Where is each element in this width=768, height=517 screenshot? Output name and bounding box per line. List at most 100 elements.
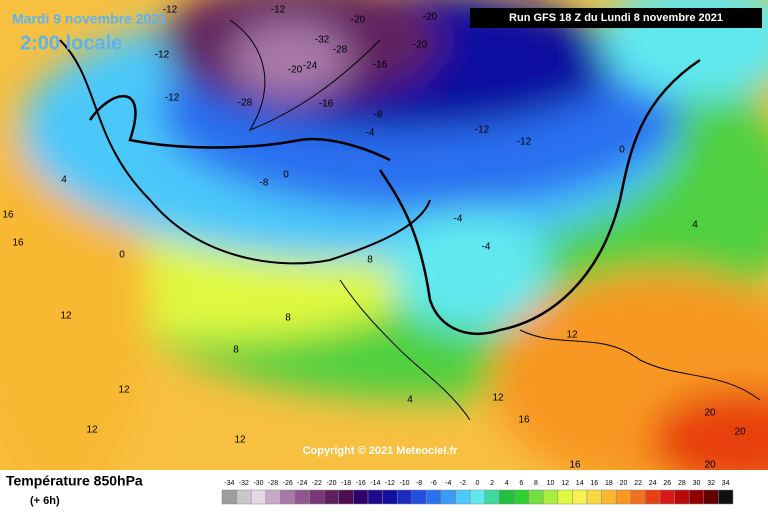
legend-tick-label: 32 (707, 480, 715, 487)
contour-label: 4 (692, 220, 698, 231)
legend-tick-label: -6 (431, 480, 437, 487)
contour-label: -12 (271, 5, 286, 16)
legend-swatch (294, 489, 310, 505)
contour-label: 16 (569, 460, 581, 471)
contour-label: 0 (119, 250, 125, 261)
footer-title: Température 850hPa (6, 473, 143, 489)
legend-swatch (382, 489, 398, 505)
legend-tick-label: -10 (399, 480, 409, 487)
legend-swatch (367, 489, 383, 505)
contour-label: -28 (333, 45, 348, 56)
legend-tick-label: 8 (534, 480, 538, 487)
legend-swatch (499, 489, 515, 505)
legend-swatch (353, 489, 369, 505)
legend-swatch (338, 489, 354, 505)
contour-label: -8 (260, 178, 269, 189)
legend-tick-label: 2 (490, 480, 494, 487)
color-legend: -34 -32 -30 -28 -26 -24 -22 -20 -18 -16 -14 -12 -10-… (221, 480, 734, 505)
legend-tick-label: -28 (268, 480, 278, 487)
contour-label: 16 (2, 210, 14, 221)
legend-tick-label: -32 (239, 480, 249, 487)
legend-swatch (221, 489, 237, 505)
legend-tick-label: 0 (476, 480, 480, 487)
contour-label: 12 (118, 385, 130, 396)
contour-label: 8 (367, 255, 373, 266)
legend-swatch (572, 489, 588, 505)
contour-label: 0 (619, 145, 625, 156)
contour-label: 0 (283, 170, 289, 181)
contour-label: 12 (86, 425, 98, 436)
legend-swatch (513, 489, 529, 505)
contour-label: 8 (285, 313, 291, 324)
contour-label: 12 (566, 330, 578, 341)
copyright: Copyright © 2021 Meteociel.fr (303, 445, 459, 457)
contour-label: 4 (61, 175, 67, 186)
run: Run GFS 18 Z du Lundi 8 novembre 2021 (509, 12, 723, 24)
contour-label: -4 (366, 128, 375, 139)
contour-label: 16 (12, 238, 24, 249)
contour-label: -20 (423, 12, 438, 23)
contour-label: 16 (518, 415, 530, 426)
contour-label: 12 (60, 311, 72, 322)
legend-swatch (542, 489, 559, 505)
contour-label: 12 (234, 435, 246, 446)
contour-label: -4 (482, 242, 491, 253)
legend-swatch (396, 489, 413, 505)
contour-label: -20 (351, 15, 366, 26)
contour-label: -16 (373, 60, 388, 71)
legend-tick-label: -34 (224, 480, 234, 487)
legend-tick-label: 10 (547, 480, 555, 487)
legend-tick-label: 4 (505, 480, 509, 487)
contour-label: -20 (288, 65, 303, 76)
legend-swatch (586, 489, 602, 505)
contour-labels: -12 -12-20 -20-12-32-28-20 -24 -16-20-12 -28-… (2, 5, 746, 471)
legend-swatch (455, 489, 471, 505)
legend-swatch (703, 489, 719, 505)
contour-label: -32 (315, 35, 330, 46)
legend-tick-label: -2 (460, 480, 466, 487)
contour-label: 20 (704, 460, 716, 471)
legend-swatch (280, 489, 296, 505)
legend-tick-label: -14 (370, 480, 380, 487)
legend-tick-label: -22 (312, 480, 322, 487)
contour-label: -28 (238, 98, 253, 109)
legend-tick-label: -4 (445, 480, 451, 487)
date: Mardi 9 novembre 2021 (12, 11, 167, 27)
contour-label: -12 (155, 50, 170, 61)
legend-tick-label: 20 (620, 480, 628, 487)
legend-swatch (426, 489, 442, 505)
legend-swatch (440, 489, 456, 505)
contour-label: 12 (492, 393, 504, 404)
legend-swatch (630, 489, 646, 505)
legend-swatch (265, 489, 281, 505)
contour-label: 20 (734, 427, 746, 438)
legend-tick-label: 34 (722, 480, 730, 487)
contour-label: -12 (475, 125, 490, 136)
legend-swatch (557, 489, 573, 505)
legend-tick-label: 16 (590, 480, 598, 487)
legend-tick-label: -12 (385, 480, 395, 487)
footer-subtitle: (+ 6h) (30, 495, 60, 507)
contour-label: -8 (374, 110, 383, 121)
legend-tick-label: 6 (519, 480, 523, 487)
legend-tick-label: -26 (283, 480, 293, 487)
contour-label: 20 (704, 408, 716, 419)
legend-tick-label: -24 (297, 480, 307, 487)
legend-tick-label: 26 (663, 480, 671, 487)
contour-label: -12 (165, 93, 180, 104)
map: -12 -12-20 -20-12-32-28-20 -24 -16-20-12 -28-… (0, 0, 768, 471)
legend-tick-label: 22 (634, 480, 642, 487)
legend-swatch (601, 489, 617, 505)
time: 2:00 locale (20, 32, 122, 54)
legend-swatch (659, 489, 675, 505)
run-box (470, 8, 762, 28)
legend-swatch (688, 489, 705, 505)
legend-swatch (236, 489, 252, 505)
contour-label: -16 (319, 99, 334, 110)
contour-label: -12 (163, 5, 178, 16)
legend-swatch (250, 489, 267, 505)
legend-tick-label: 18 (605, 480, 613, 487)
legend-swatch (309, 489, 325, 505)
legend-tick-label: 24 (649, 480, 657, 487)
